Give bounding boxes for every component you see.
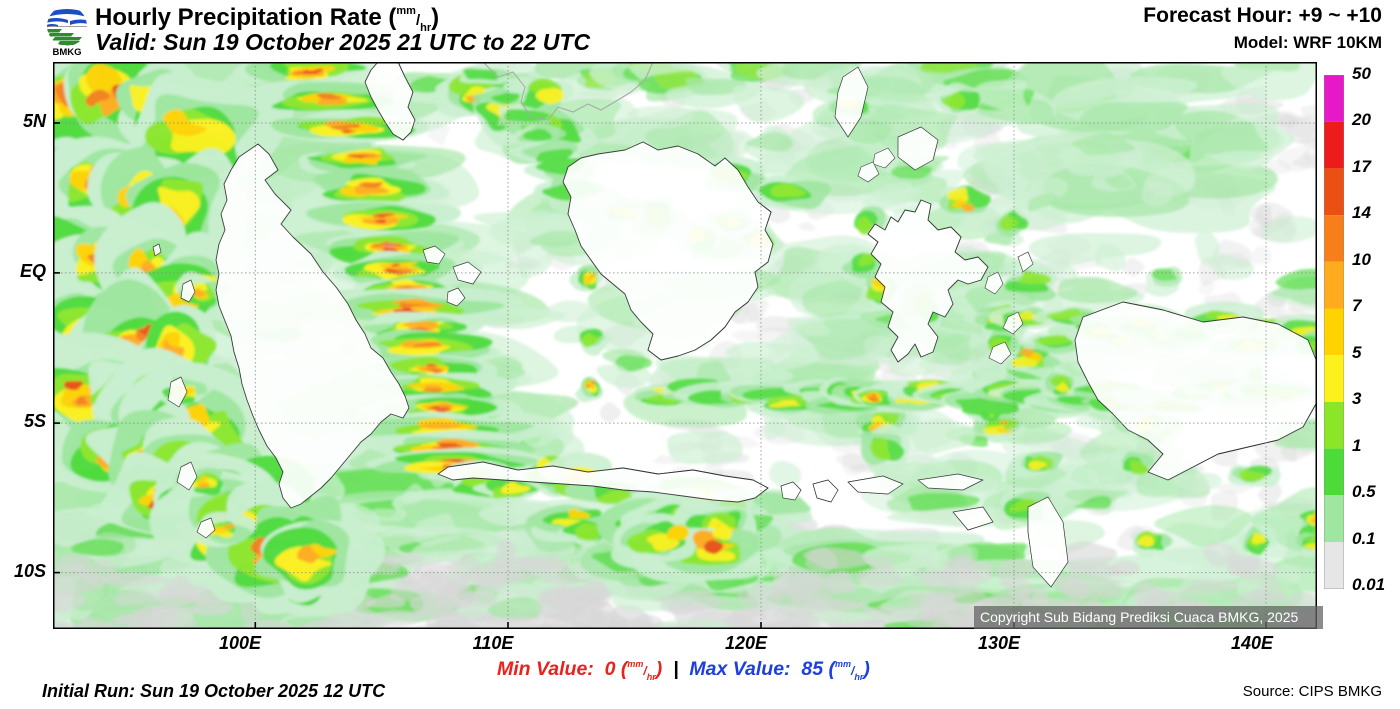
svg-text:BMKG: BMKG — [52, 47, 81, 56]
